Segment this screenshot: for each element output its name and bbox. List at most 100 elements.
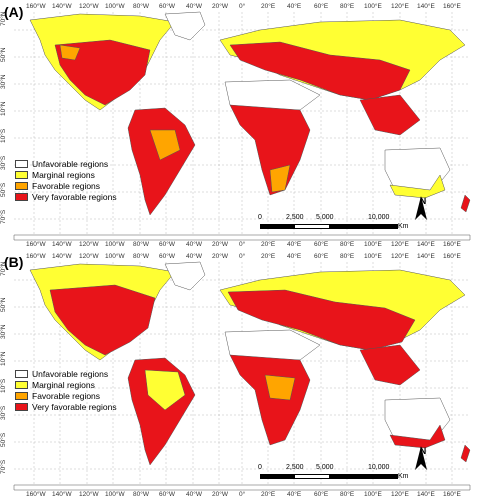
lon-tick: 100°E [364, 241, 382, 248]
lon-tick: 20°W [212, 241, 228, 248]
panel-label: (A) [4, 4, 24, 20]
lon-tick: 100°W [105, 241, 125, 248]
lon-tick: 140°W [52, 241, 72, 248]
scale-label: 5,000 [316, 464, 334, 471]
scale-label: 0 [258, 214, 262, 221]
lat-tick: 30°N [0, 74, 7, 89]
legend-item: Very favorable regions [15, 191, 117, 202]
lon-tick: 40°W [186, 241, 202, 248]
lon-tick: 60°W [159, 3, 175, 10]
lon-tick: 140°W [52, 3, 72, 10]
lat-tick: 50°N [0, 47, 7, 62]
lat-tick: 30°N [0, 324, 7, 339]
north-label: N [419, 196, 427, 206]
lon-tick: 100°E [364, 253, 382, 260]
lon-tick: 80°W [133, 241, 149, 248]
lon-tick: 80°E [340, 253, 355, 260]
lon-tick: 140°E [417, 491, 435, 498]
lon-tick: 120°E [391, 253, 409, 260]
lon-tick: 120°W [79, 491, 99, 498]
lon-tick: 100°E [364, 3, 382, 10]
world-map-b [13, 261, 471, 491]
lon-tick: 20°E [261, 3, 276, 10]
lon-tick: 140°W [52, 253, 72, 260]
scale-label: 2,500 [286, 464, 304, 471]
lon-tick: 80°W [133, 3, 149, 10]
lon-tick: 100°W [105, 253, 125, 260]
legend-label: Favorable regions [32, 390, 101, 401]
scale-bar: 0 2,500 5,000 10,000 Km [258, 464, 416, 484]
lon-tick: 120°E [391, 3, 409, 10]
scale-unit: Km [398, 223, 409, 230]
north-arrow-icon [415, 446, 427, 470]
lon-tick: 0° [239, 3, 246, 10]
lat-tick: 70°N [0, 11, 7, 26]
legend-label: Marginal regions [32, 379, 95, 390]
lat-tick: 70°S [0, 459, 7, 474]
land-masses [13, 261, 471, 491]
lon-tick: 160°W [26, 3, 46, 10]
lon-tick: 160°W [26, 491, 46, 498]
map-panel-a: (A) 160°W 140°W 120°W 100°W 80°W 60°W 40… [0, 3, 471, 248]
world-map-a [13, 11, 471, 241]
legend-label: Marginal regions [32, 169, 95, 180]
lon-tick: 100°E [364, 491, 382, 498]
legend-item: Favorable regions [15, 390, 117, 401]
lat-tick: 10°S [0, 378, 7, 393]
lon-tick: 20°E [261, 241, 276, 248]
legend-swatch [15, 170, 28, 179]
lon-tick: 140°W [52, 491, 72, 498]
lon-tick: 120°W [79, 241, 99, 248]
lon-tick: 20°W [212, 491, 228, 498]
scale-bar: 0 2,500 5,000 10,000 Km [258, 214, 416, 234]
lon-tick: 160°E [443, 253, 461, 260]
legend-item: Unfavorable regions [15, 368, 117, 379]
lon-tick: 60°E [314, 491, 329, 498]
lon-tick: 160°E [443, 491, 461, 498]
lon-tick: 40°E [287, 241, 302, 248]
north-label: N [419, 446, 427, 456]
scale-label: 0 [258, 464, 262, 471]
legend: Unfavorable regions Marginal regions Fav… [15, 368, 117, 412]
legend-label: Unfavorable regions [32, 368, 109, 379]
scale-label: 5,000 [316, 214, 334, 221]
lat-tick: 30°S [0, 405, 7, 420]
lon-tick: 40°E [287, 253, 302, 260]
lon-tick: 20°W [212, 253, 228, 260]
lon-tick: 140°E [417, 241, 435, 248]
lat-tick: 50°S [0, 432, 7, 447]
lon-tick: 40°E [287, 491, 302, 498]
lat-tick: 70°N [0, 261, 7, 276]
lon-tick: 160°E [443, 241, 461, 248]
scale-label: 10,000 [368, 464, 390, 471]
legend-item: Unfavorable regions [15, 158, 117, 169]
panel-label: (B) [4, 254, 24, 270]
north-arrow-icon [415, 196, 427, 220]
lon-tick: 160°E [443, 3, 461, 10]
lon-tick: 60°W [159, 253, 175, 260]
lon-tick: 120°W [79, 253, 99, 260]
scale-label: 10,000 [368, 214, 390, 221]
north-arrow: N [414, 446, 432, 486]
lon-tick: 140°E [417, 3, 435, 10]
lon-tick: 120°E [391, 241, 409, 248]
lon-tick: 40°E [287, 3, 302, 10]
lat-tick: 50°S [0, 182, 7, 197]
lon-tick: 80°E [340, 3, 355, 10]
lon-tick: 100°W [105, 491, 125, 498]
map-panel-b: (B) 160°W 140°W 120°W 100°W 80°W 60°W 40… [0, 250, 483, 500]
lon-tick: 80°E [340, 491, 355, 498]
scale-label: 2,500 [286, 214, 304, 221]
lon-tick: 60°E [314, 253, 329, 260]
lon-tick: 140°E [417, 253, 435, 260]
lat-tick: 10°S [0, 128, 7, 143]
lon-tick: 120°E [391, 491, 409, 498]
legend-item: Marginal regions [15, 169, 117, 180]
lon-tick: 60°W [159, 491, 175, 498]
lon-tick: 0° [239, 253, 246, 260]
legend-swatch [15, 402, 28, 411]
legend-swatch [15, 192, 28, 201]
land-masses [13, 11, 471, 241]
lon-tick: 20°E [261, 253, 276, 260]
legend-item: Favorable regions [15, 180, 117, 191]
